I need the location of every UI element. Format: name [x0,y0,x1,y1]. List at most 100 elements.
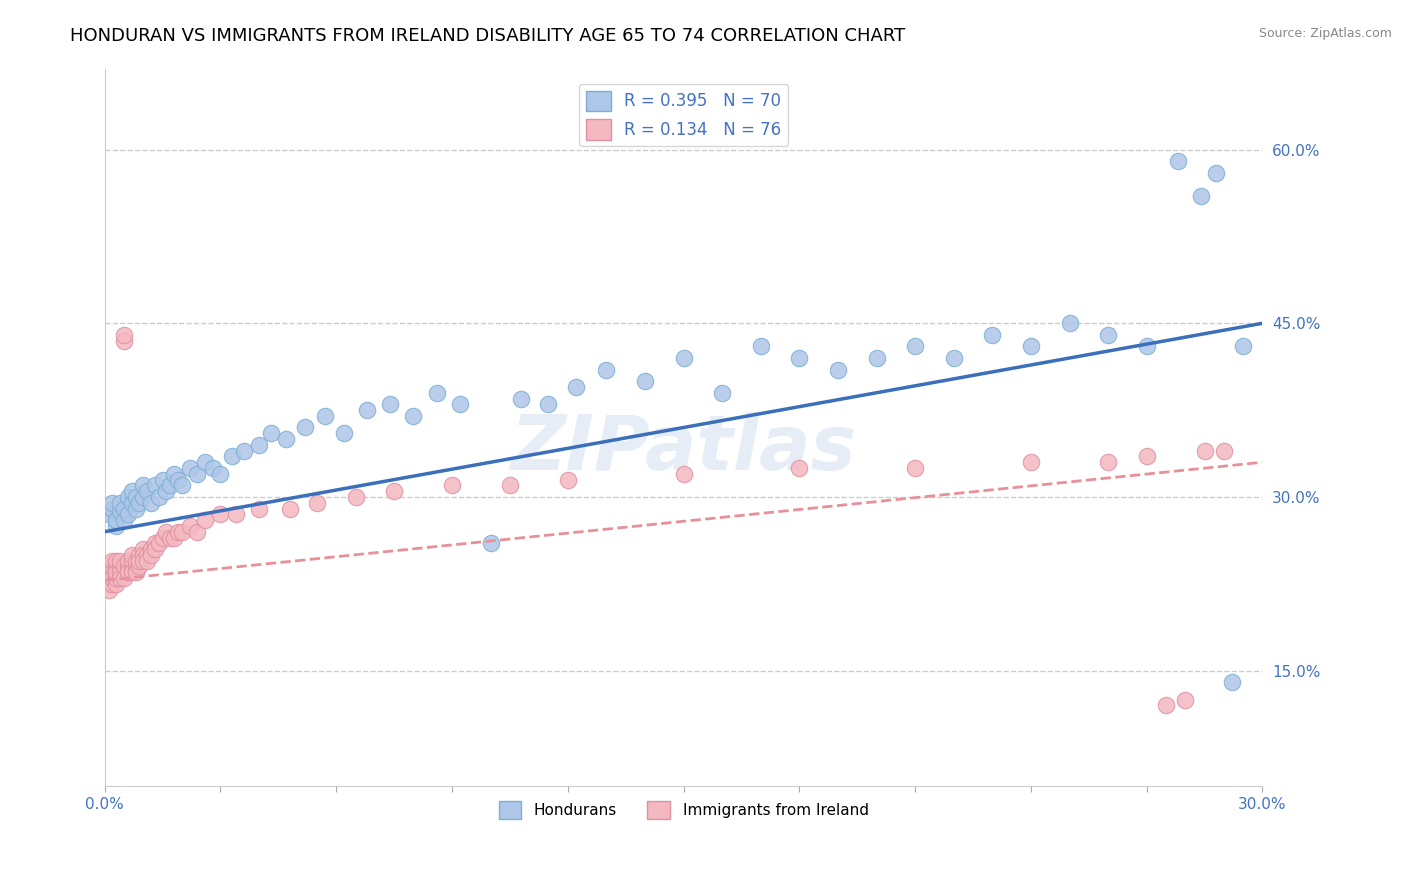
Point [1212,443,1234,458]
Point [101,577,124,591]
Point [1136,339,1159,353]
Point [105,571,128,585]
Point [101,496,124,510]
Point [117,566,139,580]
Point [148,490,170,504]
Point [128,554,150,568]
Point [132,542,155,557]
Point [225,508,247,522]
Point [143,536,166,550]
Point [186,467,208,481]
Point [117,559,139,574]
Point [942,351,965,365]
Point [221,450,243,464]
Point [108,504,131,518]
Point [136,554,159,568]
Point [865,351,887,365]
Point [121,548,143,562]
Text: HONDURAN VS IMMIGRANTS FROM IRELAND DISABILITY AGE 65 TO 74 CORRELATION CHART: HONDURAN VS IMMIGRANTS FROM IRELAND DISA… [70,27,905,45]
Point [152,531,174,545]
Point [108,554,131,568]
Point [155,524,177,539]
Point [595,362,617,376]
Point [232,443,254,458]
Point [499,478,522,492]
Point [105,566,128,580]
Point [479,536,502,550]
Point [101,566,124,580]
Point [274,432,297,446]
Legend: Hondurans, Immigrants from Ireland: Hondurans, Immigrants from Ireland [492,795,875,825]
Point [333,426,356,441]
Point [1097,327,1119,342]
Point [194,455,217,469]
Point [97,577,120,591]
Point [101,559,124,574]
Point [711,385,734,400]
Point [136,484,159,499]
Point [117,490,139,504]
Point [112,334,135,348]
Point [117,566,139,580]
Point [167,524,190,539]
Text: Source: ZipAtlas.com: Source: ZipAtlas.com [1258,27,1392,40]
Point [789,461,811,475]
Point [112,571,135,585]
Point [117,508,139,522]
Point [132,548,155,562]
Point [672,467,695,481]
Point [1019,339,1042,353]
Point [634,374,657,388]
Point [1097,455,1119,469]
Point [121,496,143,510]
Point [1232,339,1254,353]
Point [904,339,927,353]
Point [124,566,146,580]
Point [108,559,131,574]
Point [108,571,131,585]
Point [105,559,128,574]
Point [827,362,849,376]
Point [167,473,190,487]
Point [440,478,463,492]
Point [1167,154,1189,169]
Point [201,461,224,475]
Point [344,490,367,504]
Point [143,478,166,492]
Point [121,554,143,568]
Point [105,577,128,591]
Point [314,409,336,423]
Point [380,397,402,411]
Point [124,501,146,516]
Point [128,548,150,562]
Point [121,484,143,499]
Point [904,461,927,475]
Point [1059,316,1081,330]
Point [152,473,174,487]
Point [139,548,162,562]
Point [305,496,328,510]
Point [105,513,128,527]
Point [112,513,135,527]
Text: ZIPatlas: ZIPatlas [510,412,856,486]
Point [159,478,181,492]
Point [170,524,193,539]
Point [143,542,166,557]
Point [209,467,232,481]
Point [1154,698,1177,713]
Point [117,554,139,568]
Point [101,554,124,568]
Point [148,536,170,550]
Point [97,508,120,522]
Point [124,490,146,504]
Point [194,513,217,527]
Point [402,409,425,423]
Point [105,554,128,568]
Point [981,327,1004,342]
Point [159,531,181,545]
Point [97,582,120,597]
Point [1019,455,1042,469]
Point [105,519,128,533]
Point [163,467,186,481]
Point [564,380,586,394]
